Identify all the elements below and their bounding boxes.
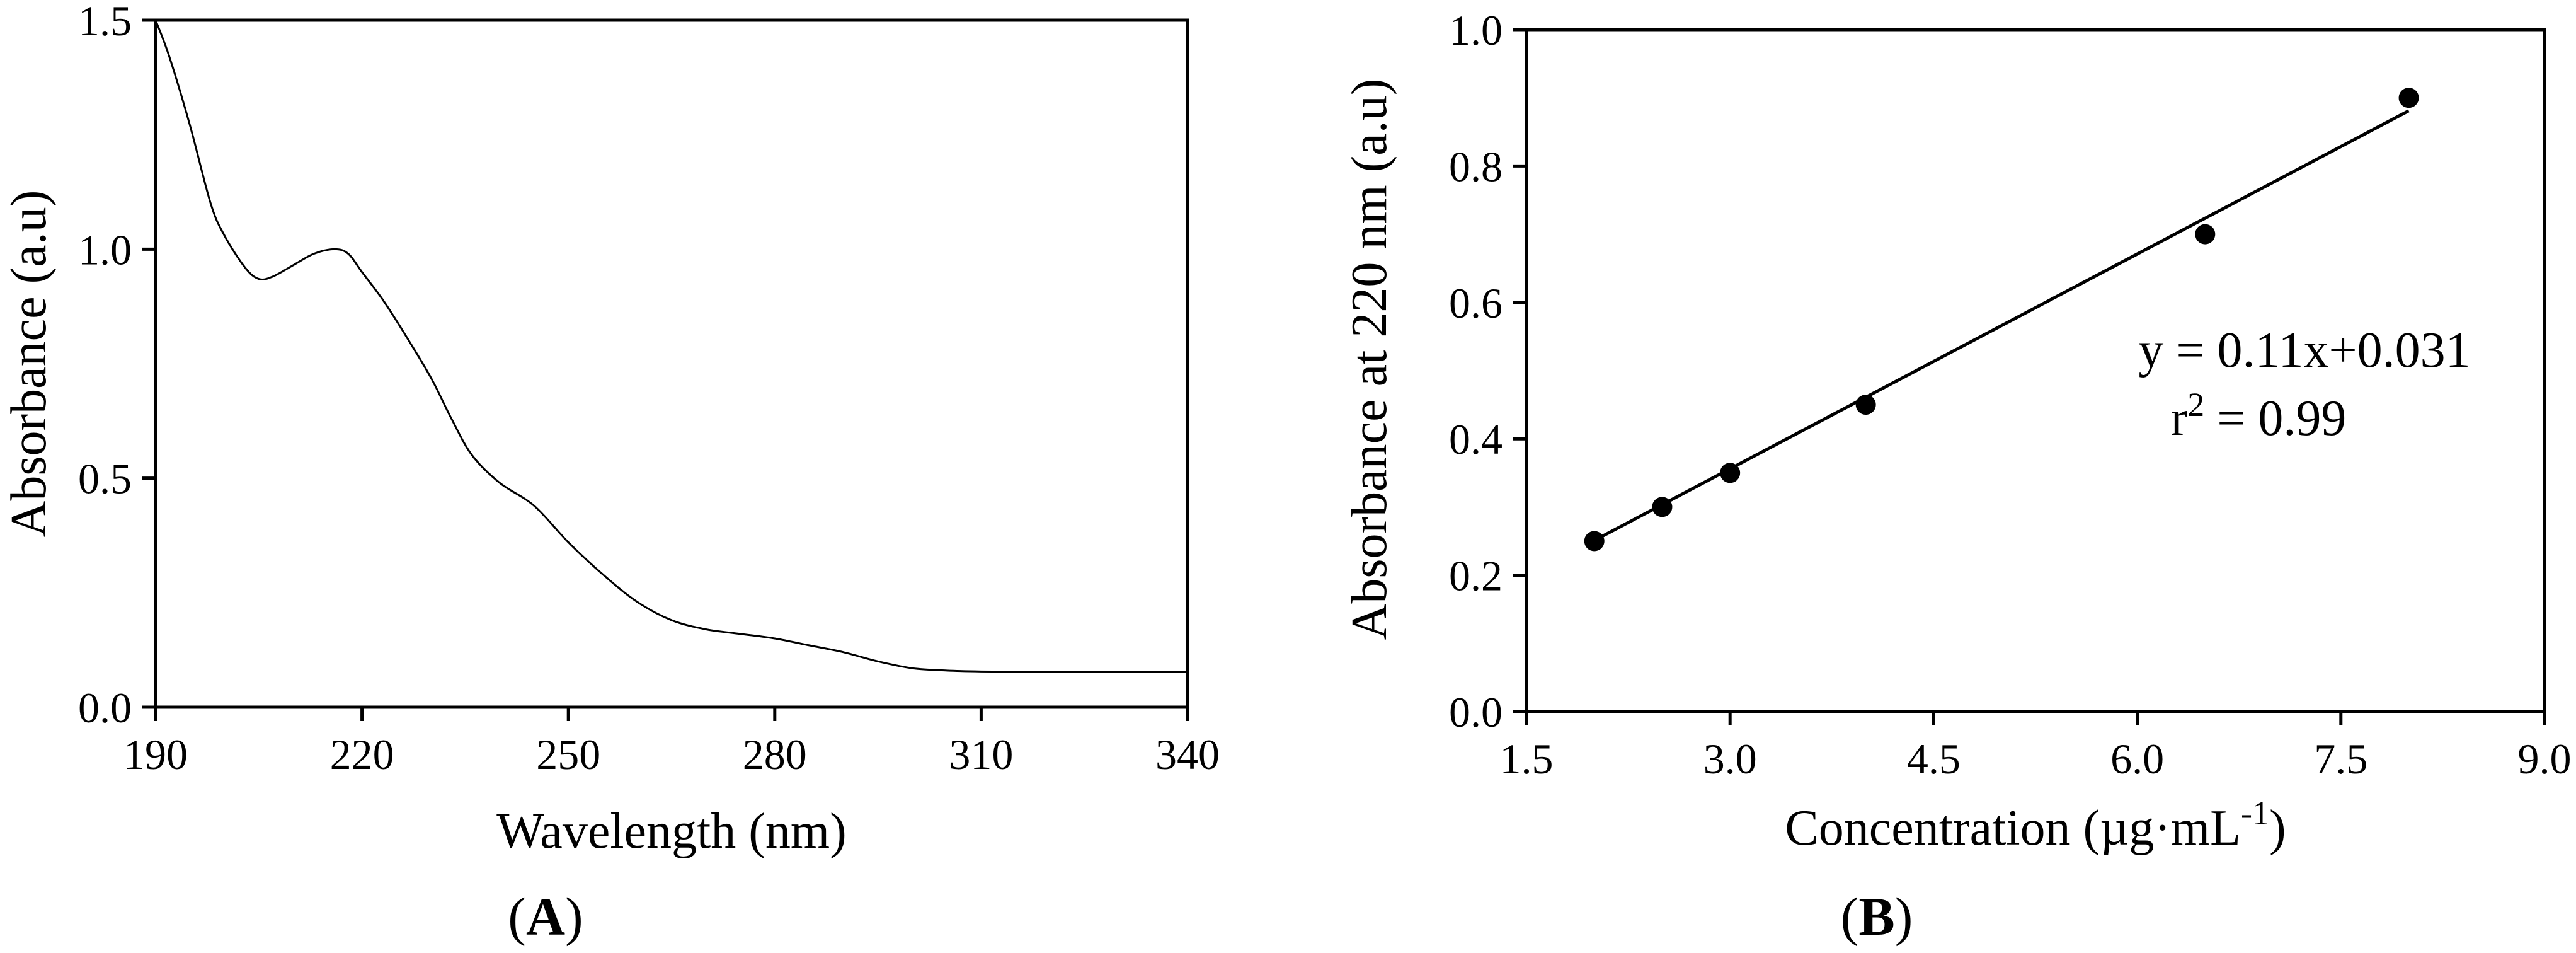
- panel-a-label: (A): [508, 886, 583, 947]
- x-tick-label: 190: [123, 731, 188, 778]
- x-tick-label: 3.0: [1703, 735, 1757, 783]
- x-tick-label: 310: [949, 731, 1013, 778]
- data-point: [1584, 531, 1605, 552]
- y-tick-label: 1.0: [1449, 6, 1503, 54]
- r2-value: = 0.99: [2204, 391, 2346, 446]
- x-tick-label: 340: [1155, 731, 1220, 778]
- panel-a-y-axis-label: Absorbance (a.u): [1, 190, 57, 538]
- panel-a: 190 220 250 280 310 340 0.0 0.5 1.0 1.5 Wavelengt…: [1, 0, 1220, 947]
- panel-a-plot-frame: [154, 18, 1189, 709]
- panel-b-equation: y = 0.11x+0.031: [2138, 323, 2470, 378]
- panel-b-plot-frame: [1525, 28, 2546, 713]
- y-tick-label: 0.2: [1449, 552, 1503, 600]
- data-point: [1855, 395, 1876, 415]
- x-label-superscript: -1: [2241, 794, 2269, 832]
- data-point: [2195, 224, 2216, 245]
- y-tick-label: 1.0: [78, 226, 132, 274]
- y-tick-label: 0.6: [1449, 279, 1503, 327]
- r2-superscript: 2: [2187, 386, 2204, 424]
- panel-b: 1.5 3.0 4.5 6.0 7.5 9.0 0.0 0.2 0.4 0.6 0.8 1.0 y =…: [1342, 6, 2572, 947]
- x-label-end: ): [2269, 800, 2286, 856]
- data-point: [2398, 88, 2419, 108]
- panel-b-x-axis-label: Concentration (µg·mL-1): [1785, 794, 2286, 856]
- panel-a-x-axis-label: Wavelength (nm): [496, 804, 847, 859]
- y-tick-label: 0.8: [1449, 142, 1503, 190]
- y-tick-label: 1.5: [78, 0, 132, 45]
- x-label-main: Concentration (µg·mL: [1785, 800, 2241, 856]
- panel-b-data-points: [1584, 88, 2419, 552]
- y-tick-label: 0.5: [78, 455, 132, 503]
- x-tick-label: 1.5: [1500, 735, 1554, 783]
- panel-a-ticks: 190 220 250 280 310 340 0.0 0.5 1.0 1.5: [78, 0, 1220, 778]
- panel-b-r-squared: r2 = 0.99: [2171, 386, 2347, 446]
- panel-b-ticks: 1.5 3.0 4.5 6.0 7.5 9.0 0.0 0.2 0.4 0.6 0.8 1.0: [1449, 6, 2572, 783]
- panel-b-label: (B): [1841, 886, 1913, 947]
- x-tick-label: 280: [743, 731, 807, 778]
- panel-b-y-axis-label: Absorbance at 220 nm (a.u): [1342, 79, 1397, 640]
- data-point: [1652, 497, 1673, 517]
- x-tick-label: 6.0: [2110, 735, 2164, 783]
- y-tick-label: 0.0: [78, 684, 132, 732]
- data-point: [1720, 463, 1741, 483]
- x-tick-label: 7.5: [2314, 735, 2367, 783]
- x-tick-label: 4.5: [1907, 735, 1961, 783]
- panel-a-letter: A: [526, 886, 565, 947]
- x-tick-label: 9.0: [2518, 735, 2572, 783]
- y-tick-label: 0.0: [1449, 688, 1503, 736]
- x-tick-label: 250: [536, 731, 600, 778]
- y-tick-label: 0.4: [1449, 415, 1503, 463]
- panel-a-absorbance-curve: [154, 20, 1188, 673]
- r2-prefix: r: [2171, 391, 2188, 446]
- panel-b-letter: B: [1858, 886, 1894, 947]
- x-tick-label: 220: [330, 731, 394, 778]
